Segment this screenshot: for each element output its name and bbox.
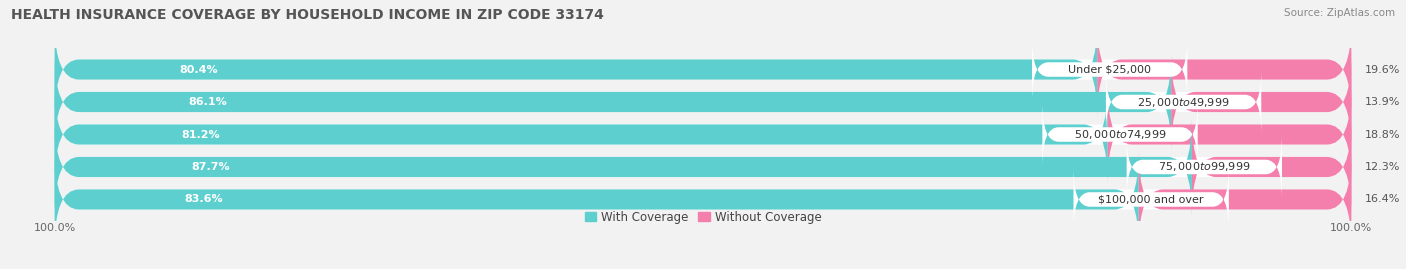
Text: $25,000 to $49,999: $25,000 to $49,999 [1137,95,1230,108]
FancyBboxPatch shape [1074,168,1229,231]
FancyBboxPatch shape [55,151,1351,248]
Text: 19.6%: 19.6% [1365,65,1400,75]
Text: 83.6%: 83.6% [184,194,224,204]
Text: 80.4%: 80.4% [180,65,218,75]
FancyBboxPatch shape [55,119,1192,215]
FancyBboxPatch shape [1097,21,1351,118]
Text: 86.1%: 86.1% [188,97,228,107]
FancyBboxPatch shape [1139,151,1351,248]
FancyBboxPatch shape [55,151,1139,248]
FancyBboxPatch shape [1126,135,1282,199]
Text: 16.4%: 16.4% [1365,194,1400,204]
FancyBboxPatch shape [1108,86,1351,183]
FancyBboxPatch shape [1171,54,1351,150]
Text: 87.7%: 87.7% [191,162,229,172]
FancyBboxPatch shape [55,119,1351,215]
Text: $50,000 to $74,999: $50,000 to $74,999 [1074,128,1167,141]
Text: 12.3%: 12.3% [1365,162,1400,172]
FancyBboxPatch shape [55,21,1097,118]
FancyBboxPatch shape [1042,103,1198,166]
FancyBboxPatch shape [55,21,1351,118]
Text: 18.8%: 18.8% [1365,129,1400,140]
FancyBboxPatch shape [55,86,1351,183]
FancyBboxPatch shape [55,54,1351,150]
Text: Under $25,000: Under $25,000 [1069,65,1152,75]
Text: Source: ZipAtlas.com: Source: ZipAtlas.com [1284,8,1395,18]
FancyBboxPatch shape [55,54,1171,150]
Legend: With Coverage, Without Coverage: With Coverage, Without Coverage [579,206,827,228]
FancyBboxPatch shape [1032,38,1187,101]
FancyBboxPatch shape [55,86,1108,183]
Text: 13.9%: 13.9% [1365,97,1400,107]
Text: HEALTH INSURANCE COVERAGE BY HOUSEHOLD INCOME IN ZIP CODE 33174: HEALTH INSURANCE COVERAGE BY HOUSEHOLD I… [11,8,605,22]
Text: $100,000 and over: $100,000 and over [1098,194,1204,204]
FancyBboxPatch shape [1107,70,1261,134]
Text: 81.2%: 81.2% [181,129,219,140]
FancyBboxPatch shape [1192,119,1351,215]
Text: $75,000 to $99,999: $75,000 to $99,999 [1159,161,1250,174]
